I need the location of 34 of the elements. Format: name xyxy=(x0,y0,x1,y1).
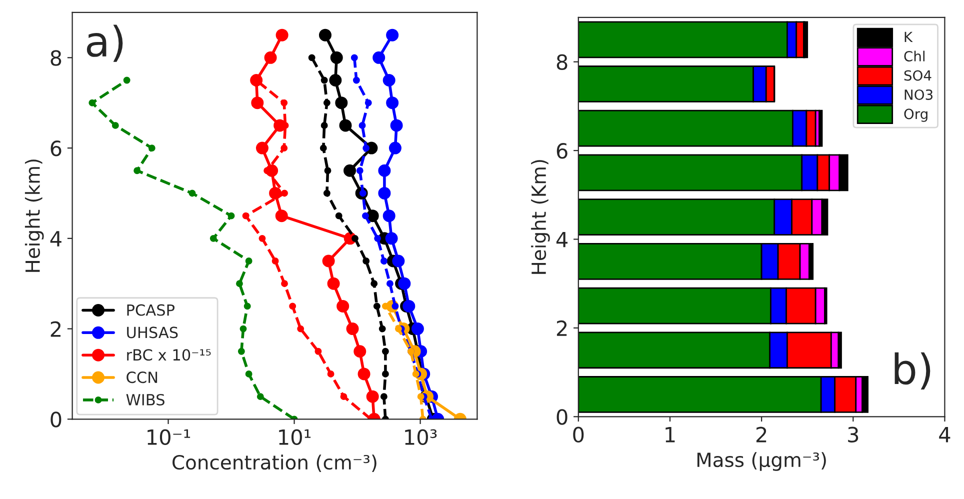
y-axis-title: Height (km) xyxy=(24,160,44,272)
legend-label: UHSAS xyxy=(127,326,178,338)
y-tick-label: 6 xyxy=(556,142,568,159)
legend-label: PCASP xyxy=(127,304,174,316)
x-tick-label: 10³ xyxy=(405,429,437,446)
y-tick-label: 2 xyxy=(556,320,567,336)
annotation: a) xyxy=(86,24,123,62)
y-tick-label: 8 xyxy=(556,54,568,70)
y-tick-label: 6 xyxy=(50,140,62,156)
y-tick-label: 4 xyxy=(50,231,62,246)
x-tick-label: 2 xyxy=(756,426,766,442)
legend-label: Chl xyxy=(904,50,925,62)
y-axis-title: Height (Km) xyxy=(531,160,550,274)
legend-label: WIBS xyxy=(126,394,164,406)
x-tick-label: 10⁻¹ xyxy=(148,429,190,446)
legend-label: NO3 xyxy=(904,89,932,100)
x-axis-title: Concentration (cm⁻³) xyxy=(172,454,376,472)
legend-label: CCN xyxy=(126,372,158,384)
x-tick-label: 1 xyxy=(666,427,675,442)
legend-label: SO4 xyxy=(904,70,932,81)
legend-label: Org xyxy=(904,108,928,122)
x-tick-label: 10¹ xyxy=(279,429,311,446)
y-tick-label: 8 xyxy=(50,50,62,66)
y-tick-label: 4 xyxy=(556,232,568,248)
legend-label: K xyxy=(904,32,913,42)
x-tick-label: 0 xyxy=(573,426,584,443)
x-tick-label: 4 xyxy=(939,427,950,442)
x-axis-title: Mass (μgm⁻³) xyxy=(697,452,826,471)
legend-label: rBC x 10⁻¹⁵ xyxy=(127,349,211,361)
y-tick-label: 2 xyxy=(50,321,60,337)
annotation: b) xyxy=(894,352,930,390)
y-tick-label: 0 xyxy=(50,412,62,428)
y-tick-label: 0 xyxy=(556,409,568,425)
x-tick-label: 3 xyxy=(848,426,858,443)
